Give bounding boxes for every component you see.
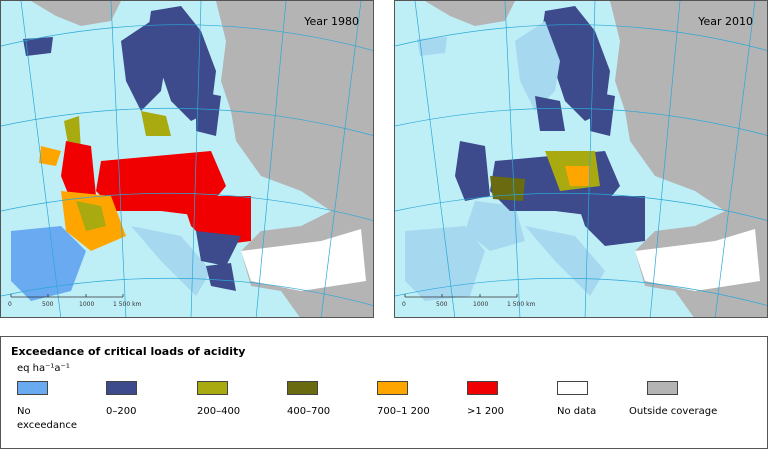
legend-label-700-1200: 700–1 200 <box>377 406 430 417</box>
scale-tick-1500: 1 500 km <box>507 301 536 308</box>
scale-tick-0: 0 <box>8 301 12 308</box>
year-label: Year 1980 <box>304 15 359 28</box>
scale-tick-1000: 1000 <box>79 301 95 308</box>
swatch-no-exceedance <box>17 381 48 395</box>
swatch-0-200 <box>106 381 137 395</box>
legend-label-outside-coverage: Outside coverage <box>629 406 718 417</box>
scale-tick-1500: 1 500 km <box>113 301 142 308</box>
legend-label-400-700: 400–700 <box>287 406 331 417</box>
swatch-outside-coverage <box>647 381 678 395</box>
scale-tick-500: 500 <box>42 301 54 308</box>
legend-title: Exceedance of critical loads of acidity <box>11 345 246 358</box>
swatch-200-400 <box>197 381 228 395</box>
year-label: Year 2010 <box>698 15 753 28</box>
swatch-no-data <box>557 381 588 395</box>
scale-tick-0: 0 <box>402 301 406 308</box>
scale-tick-1000: 1000 <box>473 301 489 308</box>
map-legend: Exceedance of critical loads of acidity … <box>0 336 768 449</box>
swatch-700-1200 <box>377 381 408 395</box>
swatch-400-700 <box>287 381 318 395</box>
map-2010-graphic <box>395 1 767 317</box>
legend-label-200-400: 200–400 <box>197 406 241 417</box>
legend-unit: eq ha⁻¹a⁻¹ <box>17 363 70 374</box>
scale-tick-500: 500 <box>436 301 448 308</box>
legend-label-0-200: 0–200 <box>106 406 137 417</box>
legend-label-over-1200: >1 200 <box>467 406 505 417</box>
swatch-over-1200 <box>467 381 498 395</box>
map-2010: Year 2010 0 500 1000 1 500 km <box>394 0 768 318</box>
legend-label-no-data: No data <box>557 406 597 417</box>
map-1980-graphic <box>1 1 373 317</box>
map-1980: Year 1980 0 500 1000 1 500 km <box>0 0 374 318</box>
legend-label-no-exceedance: No exceedance <box>17 406 77 431</box>
